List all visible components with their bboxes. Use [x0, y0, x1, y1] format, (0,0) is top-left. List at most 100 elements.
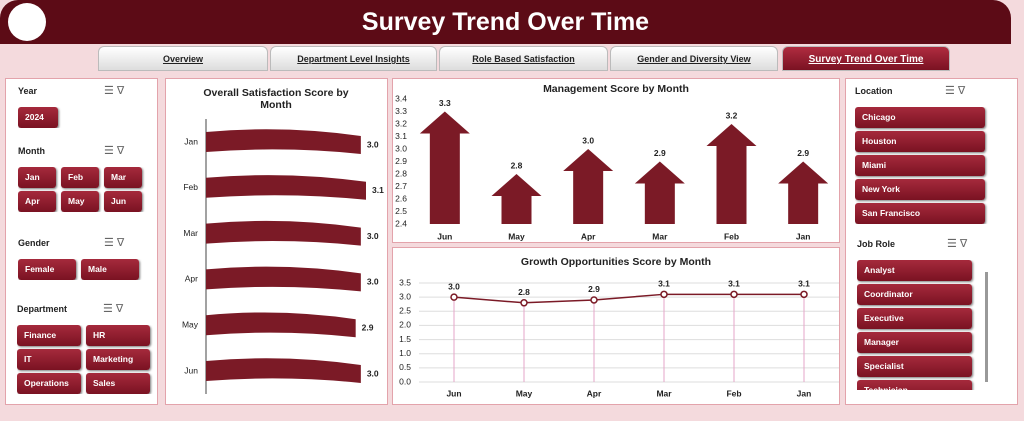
bar — [706, 124, 757, 224]
marker — [450, 293, 458, 301]
y-tick-label: 2.5 — [395, 206, 407, 216]
slicer-header: Location — [855, 86, 893, 96]
slicer-header: Job Role — [857, 239, 896, 249]
category-label: Jun — [184, 365, 198, 375]
slicer-button[interactable]: New York — [855, 179, 985, 200]
y-tick-label: 3.4 — [395, 93, 407, 103]
line — [453, 293, 804, 304]
slicer-button[interactable]: San Francisco — [855, 203, 985, 224]
slicer-button[interactable]: Marketing — [86, 349, 150, 370]
slicer-button[interactable]: IT — [17, 349, 81, 370]
x-tick-label: Mar — [652, 231, 668, 241]
slicer-button[interactable]: Miami — [855, 155, 985, 176]
value-label: 3.0 — [448, 281, 460, 291]
bar — [206, 312, 356, 338]
chart-panel: 2.4 2.5 2.6 2.7 2.8 2.9 3.0 3.1 3.2 3.3 3.4 3.3 Jun 2… — [392, 78, 840, 243]
value-label: 3.0 — [582, 135, 594, 145]
slicer-button[interactable]: Analyst — [857, 260, 972, 281]
chart: Jan 3.0 Feb 3.1 Mar 3.0 Apr 3.0 May 2.9 Jun 3.0 — [182, 119, 384, 394]
tab[interactable]: Gender and Diversity View — [610, 46, 778, 71]
slicer-button[interactable]: Female — [18, 259, 76, 280]
value-label: 2.9 — [588, 284, 600, 294]
slicer-group: Jan Feb Mar Apr May Jun — [18, 167, 158, 212]
slicer-group: 2024 — [18, 107, 158, 128]
value-label: 3.1 — [658, 279, 670, 289]
slicer-group: Finance HR IT Marketing Operations Sales — [17, 325, 157, 394]
slicer-button[interactable]: Finance — [17, 325, 81, 346]
value-label: 3.0 — [367, 139, 379, 149]
y-tick-label: 3.5 — [399, 277, 411, 287]
value-label: 3.0 — [367, 231, 379, 241]
x-tick-label: Jun — [437, 231, 452, 241]
x-tick-label: May — [508, 231, 525, 241]
bar — [778, 161, 829, 224]
marker — [520, 299, 528, 307]
bar — [206, 220, 361, 246]
slicer-header: Month — [18, 146, 45, 156]
marker — [800, 290, 808, 299]
bar — [491, 174, 542, 224]
value-label: 2.8 — [511, 160, 523, 170]
tab[interactable]: Overview — [98, 46, 268, 71]
slicer-button[interactable]: Operations — [17, 373, 81, 394]
marker — [590, 296, 598, 304]
y-tick-label: 3.0 — [399, 291, 411, 301]
chart-panel: Jan 3.0 Feb 3.1 Mar 3.0 Apr 3.0 May 2.9 Jun 3.0 Over… — [165, 78, 388, 405]
slicer-button[interactable]: Mar — [104, 167, 142, 188]
chart-panel: 0.0 0.5 1.0 1.5 2.0 2.5 3.0 3.5 3.0 Jun 2.8 May 2.9 A… — [392, 247, 840, 405]
value-label: 3.1 — [798, 279, 810, 289]
slicer-button[interactable]: HR — [86, 325, 150, 346]
value-label: 3.2 — [726, 110, 738, 120]
slicer-button[interactable]: Sales — [86, 373, 150, 394]
bar — [206, 129, 361, 154]
value-label: 2.8 — [518, 287, 530, 297]
slicer-button[interactable]: 2024 — [18, 107, 58, 128]
slicer-icons[interactable]: ☰ ∇ — [104, 145, 125, 157]
tab[interactable]: Role Based Satisfaction — [439, 46, 608, 71]
marker — [660, 290, 668, 299]
slicer-button[interactable]: Chicago — [855, 107, 985, 128]
slicer-button[interactable]: Manager — [857, 332, 972, 353]
chart: 2.4 2.5 2.6 2.7 2.8 2.9 3.0 3.1 3.2 3.3 3.4 3.3 Jun 2… — [395, 93, 829, 241]
slicer-group: Chicago Houston Miami New York San Francisco — [855, 107, 995, 224]
slicer-icons[interactable]: ☰ ∇ — [104, 237, 125, 249]
x-tick-label: Feb — [724, 231, 739, 241]
slicer-button[interactable]: Jun — [104, 191, 142, 212]
y-tick-label: 2.4 — [395, 218, 407, 228]
y-tick-label: 0.5 — [399, 362, 411, 372]
y-tick-label: 2.7 — [395, 181, 407, 191]
slicer-button[interactable]: Specialist — [857, 356, 972, 377]
y-tick-label: 3.1 — [395, 131, 407, 141]
chart: 0.0 0.5 1.0 1.5 2.0 2.5 3.0 3.5 3.0 Jun 2.8 May 2.9 A… — [399, 277, 839, 398]
value-label: 3.3 — [439, 98, 451, 108]
bar — [206, 266, 361, 292]
slicer-button[interactable]: Executive — [857, 308, 972, 329]
x-tick-label: Apr — [587, 388, 602, 398]
slicer-icons[interactable]: ☰ ∇ — [103, 303, 124, 315]
slicer-button[interactable]: Jan — [18, 167, 56, 188]
slicer-button[interactable]: Apr — [18, 191, 56, 212]
slicer-button[interactable]: Technician — [857, 380, 972, 390]
slicer-icons[interactable]: ☰ ∇ — [945, 85, 966, 97]
slicer-button[interactable]: Coordinator — [857, 284, 972, 305]
y-tick-label: 3.0 — [395, 143, 407, 153]
slicer-button[interactable]: Male — [81, 259, 139, 280]
tab[interactable]: Department Level Insights — [270, 46, 437, 71]
y-tick-label: 3.3 — [395, 106, 407, 116]
y-tick-label: 1.5 — [399, 334, 411, 344]
slicer-icons[interactable]: ☰ ∇ — [947, 238, 968, 250]
bar — [206, 175, 366, 200]
slicer-button[interactable]: Feb — [61, 167, 99, 188]
slicer-button[interactable]: May — [61, 191, 99, 212]
slicer-button[interactable]: Houston — [855, 131, 985, 152]
value-label: 2.9 — [654, 148, 666, 158]
tab[interactable]: Survey Trend Over Time — [782, 46, 950, 71]
slicer-group: Analyst Coordinator Executive Manager Specia… — [857, 260, 987, 390]
slicer-icons[interactable]: ☰ ∇ — [104, 85, 125, 97]
category-label: Jan — [184, 136, 198, 146]
x-tick-label: Mar — [656, 388, 672, 398]
scrollbar[interactable] — [985, 272, 988, 382]
value-label: 3.0 — [367, 368, 379, 378]
marker — [730, 290, 738, 299]
